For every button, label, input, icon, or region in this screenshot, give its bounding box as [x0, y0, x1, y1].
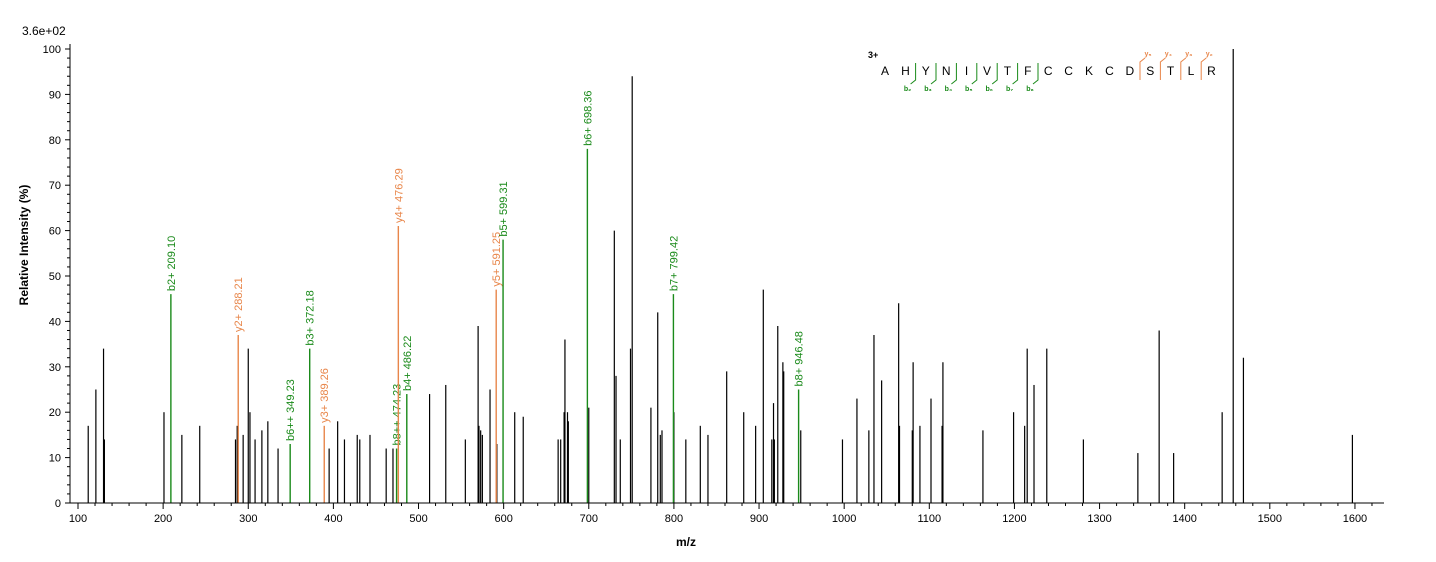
ion-label: b7+ 799.42	[668, 236, 680, 291]
ion-label: b5+ 599.31	[498, 181, 510, 236]
b-fragment-marker	[971, 63, 978, 85]
x-tick-label: 100	[69, 513, 87, 525]
x-axis-title: m/z	[676, 535, 696, 549]
sequence-residue: N	[942, 64, 951, 78]
sequence-residue: A	[881, 64, 889, 78]
annotated-peaks: b2+ 209.10 y2+ 288.21 b6++ 349.23 b3+ 372.1…	[166, 91, 806, 503]
b-fragment-label: b₈	[1026, 86, 1034, 93]
b-fragment-label: b₃	[924, 86, 932, 93]
b-fragment-label: b₇	[1006, 86, 1013, 93]
x-tick-label: 700	[580, 513, 598, 525]
sequence-residue: V	[983, 64, 991, 78]
b-fragment-marker	[1012, 63, 1019, 85]
axes	[69, 44, 1384, 504]
sequence-residue: H	[901, 64, 910, 78]
y-tick-label: 40	[49, 316, 61, 328]
y-fragment-label: y₅	[1144, 51, 1151, 58]
ion-label: b3+ 372.18	[305, 290, 317, 345]
ion-label: b8++ 474.23	[392, 384, 404, 446]
ion-label: b6+ 698.36	[582, 91, 594, 146]
ion-label: b4+ 486.22	[402, 336, 414, 391]
sequence-residue: T	[1004, 64, 1012, 78]
sequence-residue: C	[1105, 64, 1114, 78]
y-tick-label: 80	[49, 135, 61, 147]
ion-label: b6++ 349.23	[285, 379, 297, 441]
sequence-residue: L	[1188, 64, 1195, 78]
y-tick-label: 70	[49, 180, 61, 192]
b-fragment-marker	[930, 63, 937, 85]
sequence-residue: R	[1207, 64, 1216, 78]
sequence-residue: T	[1167, 64, 1175, 78]
x-axis-ticks: 100 200 300 400 500 600 700 800 900 1000 1100 1200 1…	[69, 503, 1373, 525]
x-tick-label: 500	[409, 513, 427, 525]
x-tick-label: 1300	[1087, 513, 1111, 525]
y-tick-label: 50	[49, 271, 61, 283]
b-fragment-label: b₆	[985, 86, 992, 93]
ion-label: y2+ 288.21	[233, 277, 245, 332]
sequence-residue: C	[1064, 64, 1073, 78]
x-tick-label: 800	[665, 513, 683, 525]
x-tick-label: 1100	[917, 513, 941, 525]
b-fragment-label: b₂	[904, 86, 911, 93]
intensity-scale: 3.6e+02	[22, 24, 66, 38]
y-tick-label: 60	[49, 226, 61, 238]
ion-label: y5+ 591.25	[491, 232, 503, 287]
ion-label: b8+ 946.48	[794, 331, 806, 386]
x-tick-label: 900	[750, 513, 768, 525]
y-fragment-marker	[1139, 57, 1146, 80]
sequence-residue: C	[1044, 64, 1053, 78]
sequence-residue: D	[1125, 64, 1134, 78]
y-fragment-label: y₃	[1185, 51, 1192, 58]
y-tick-label: 90	[49, 89, 61, 101]
y-fragment-marker	[1180, 57, 1187, 80]
y-fragment-label: y₂	[1206, 51, 1213, 58]
ion-label: y3+ 389.26	[319, 368, 331, 423]
x-tick-label: 600	[494, 513, 512, 525]
x-tick-label: 1600	[1343, 513, 1367, 525]
b-fragment-label: b₅	[965, 86, 973, 93]
x-tick-label: 300	[239, 513, 257, 525]
y-tick-label: 30	[49, 362, 61, 374]
y-fragment-marker	[1159, 57, 1166, 80]
b-fragment-label: b₄	[945, 86, 953, 93]
sequence-residue: K	[1085, 64, 1093, 78]
b-fragment-marker	[991, 63, 998, 85]
b-fragment-marker	[910, 63, 917, 85]
y-tick-label: 20	[49, 407, 61, 419]
ion-label: y4+ 476.29	[393, 168, 405, 223]
y-tick-label: 10	[49, 453, 61, 465]
y-fragment-label: y₄	[1165, 51, 1172, 58]
x-tick-label: 1400	[1172, 513, 1196, 525]
b-fragment-marker	[1032, 63, 1039, 85]
y-tick-label: 100	[43, 44, 61, 56]
sequence-residue: I	[965, 64, 968, 78]
x-tick-label: 400	[324, 513, 342, 525]
x-tick-label: 1000	[832, 513, 856, 525]
sequence-residue: Y	[922, 64, 930, 78]
y-fragment-marker	[1200, 57, 1207, 80]
y-axis-ticks: 0 10 20 30 40 50 60 70 80 90 100	[43, 44, 70, 510]
charge-state: 3+	[868, 50, 878, 60]
x-tick-label: 1500	[1258, 513, 1282, 525]
y-tick-label: 0	[55, 498, 61, 510]
b-fragment-marker	[951, 63, 957, 85]
sequence-residue: F	[1024, 64, 1031, 78]
ion-label: b2+ 209.10	[166, 236, 178, 291]
x-tick-label: 200	[154, 513, 172, 525]
peak-bars	[87, 49, 1353, 503]
sequence-residue: S	[1146, 64, 1154, 78]
x-tick-label: 1200	[1002, 513, 1026, 525]
y-axis-title: Relative Intensity (%)	[17, 185, 31, 306]
